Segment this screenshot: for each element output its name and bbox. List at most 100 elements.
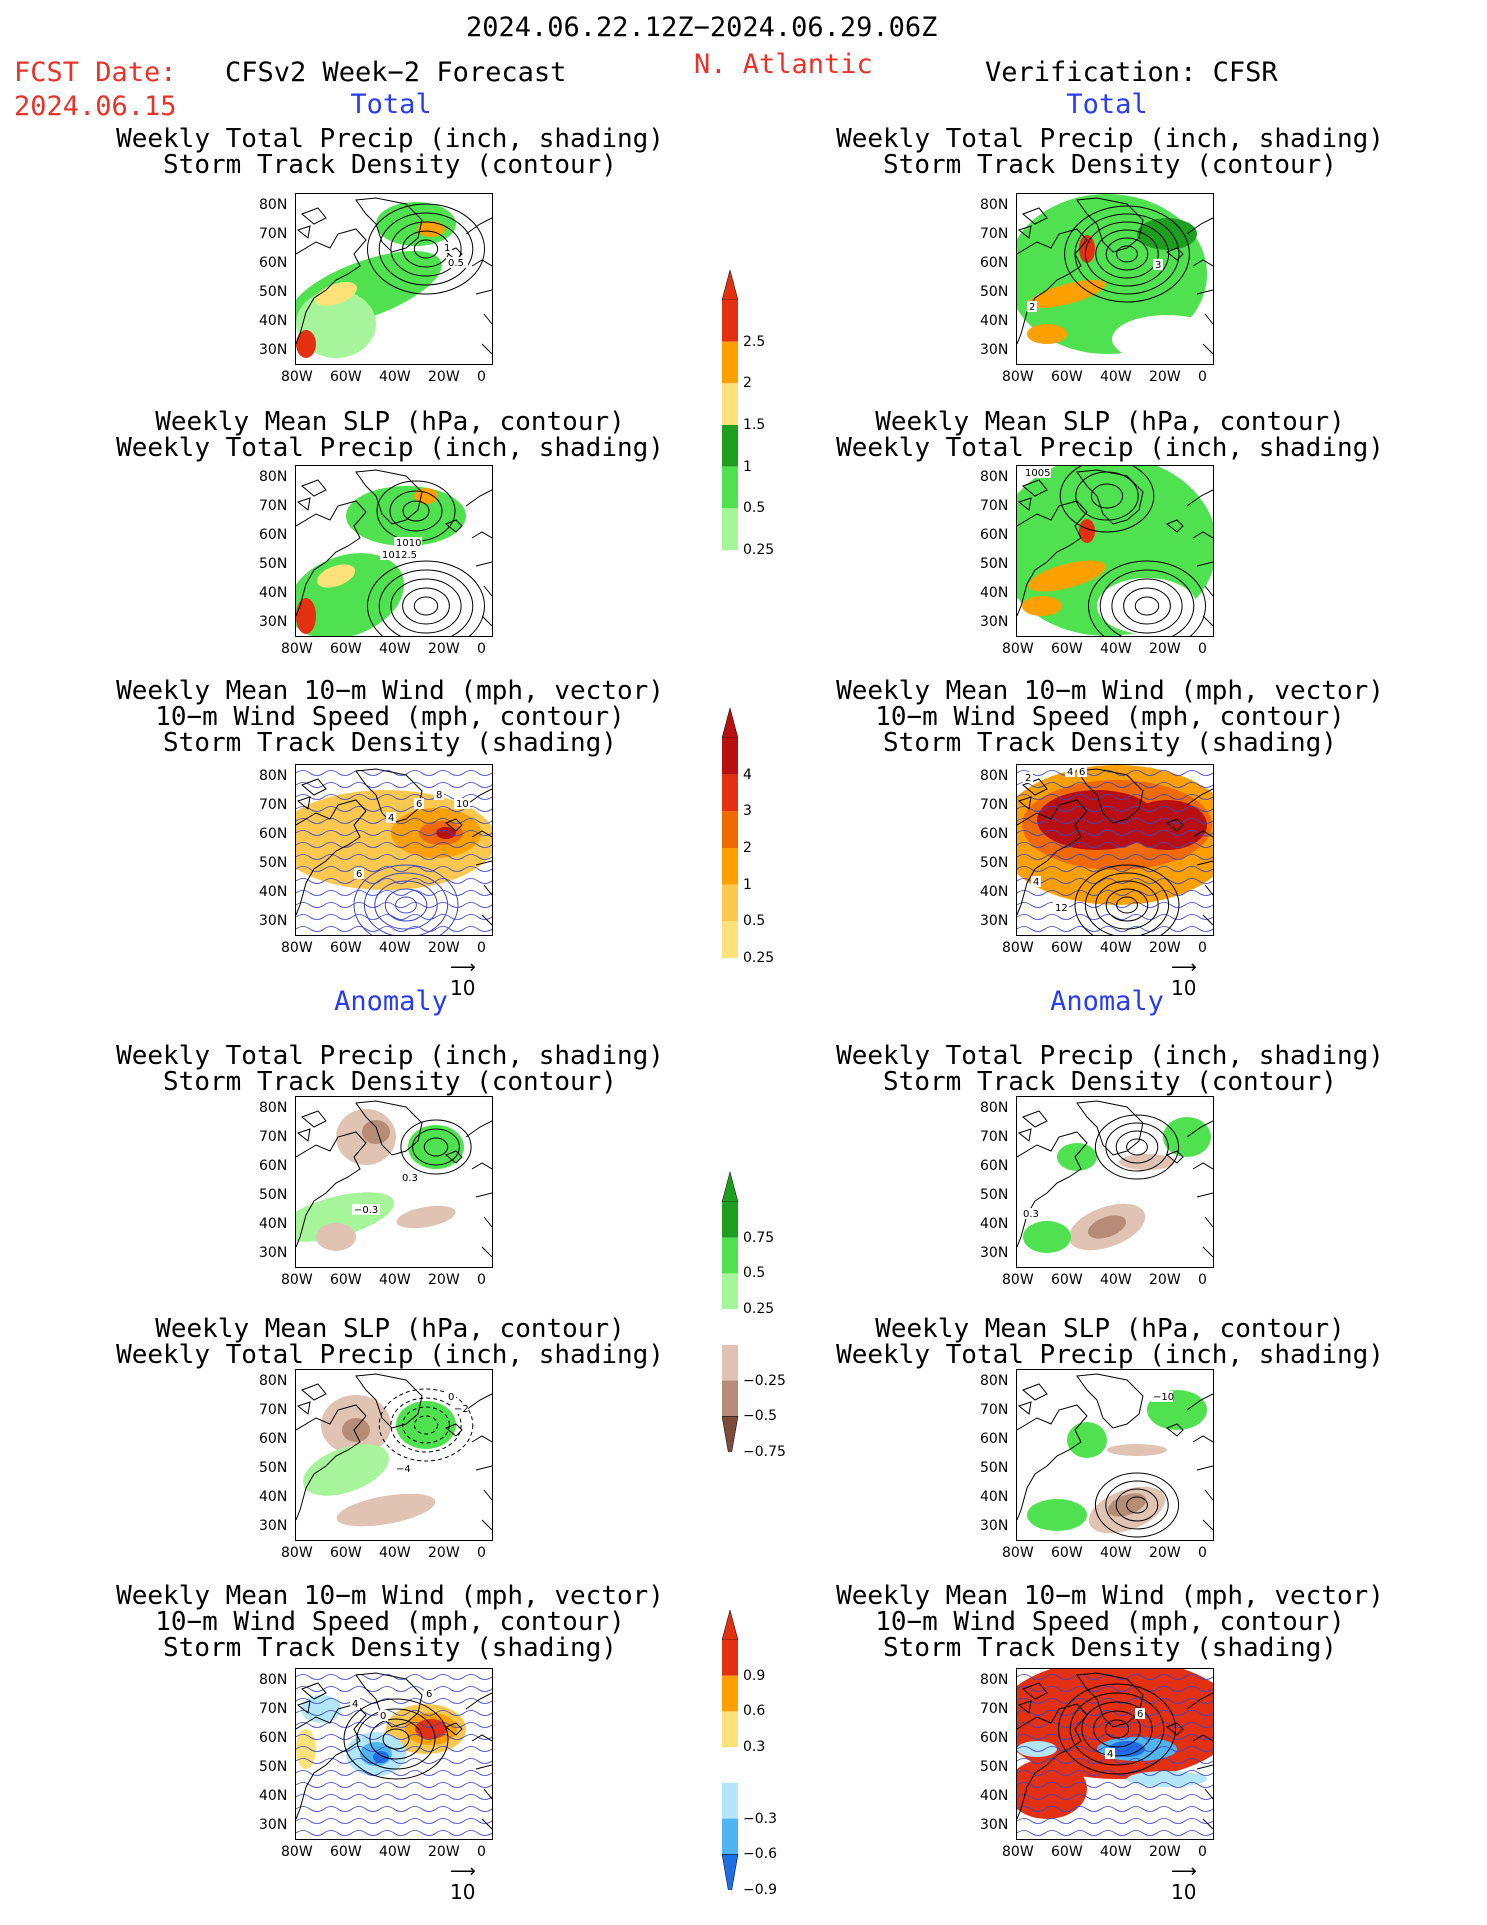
forecast-lon-tick: 60W	[330, 940, 362, 956]
fcst-date-value: 2024.06.15	[14, 91, 177, 122]
verification-lat-tick: 30N	[980, 342, 1009, 358]
contour-label-bg	[400, 1172, 422, 1183]
contour-label-bg	[454, 798, 470, 809]
verification-lon-tick: 20W	[1149, 940, 1181, 956]
colorbar-anom-precip-label: 0.75	[743, 1229, 775, 1246]
verification-total-label: Total	[1066, 89, 1148, 120]
verification-vector-reference: ⟶ 10	[1171, 957, 1197, 1001]
forecast-map-f-anom-wind: 4 0 6	[295, 1668, 493, 1840]
verification-panel-3-title-line-2: 10−m Wind Speed (mph, contour)	[875, 702, 1345, 732]
forecast-lon-tick: 60W	[330, 1272, 362, 1288]
verification-map-v-anom-precip: 0.3	[1016, 1096, 1214, 1268]
verification-lat-tick: 70N	[980, 1701, 1009, 1717]
verification-lat-tick: 50N	[980, 1759, 1009, 1775]
contour-label: 0	[448, 1392, 454, 1403]
contour-label-bg	[394, 537, 422, 548]
forecast-vector-reference: ⟶ 10	[450, 1863, 476, 1905]
forecast-lat-tick: 60N	[259, 1158, 288, 1174]
verification-anomaly-label: Anomaly	[1050, 986, 1164, 1017]
verification-lon-tick: 20W	[1149, 1545, 1181, 1561]
forecast-lat-tick: 60N	[259, 826, 288, 842]
verification-lon-tick: 40W	[1100, 1545, 1132, 1561]
forecast-lat-tick: 50N	[259, 556, 288, 572]
contour-label: 3	[1155, 260, 1161, 271]
contour-label-bg	[380, 549, 420, 560]
colorbar-anom-precip	[722, 1172, 802, 1452]
forecast-lon-tick: 40W	[379, 641, 411, 657]
forecast-lon-tick: 60W	[330, 1844, 362, 1860]
contour-label-bg	[424, 1688, 434, 1699]
verification-panel-4-title-line-1: Weekly Total Precip (inch, shading)	[836, 1041, 1384, 1071]
forecast-lon-tick: 0	[477, 1272, 486, 1288]
contour-label-bg	[1153, 259, 1163, 270]
verification-lat-tick: 70N	[980, 1402, 1009, 1418]
verification-lon-tick: 0	[1198, 1844, 1207, 1860]
verification-panel-6-title-line-2: 10−m Wind Speed (mph, contour)	[875, 1607, 1345, 1637]
verification-lat-tick: 50N	[980, 1460, 1009, 1476]
forecast-lat-tick: 70N	[259, 1129, 288, 1145]
verification-lat-tick: 30N	[980, 1817, 1009, 1833]
forecast-lat-tick: 40N	[259, 1788, 288, 1804]
verification-lat-tick: 40N	[980, 1489, 1009, 1505]
arrow-right-icon: ⟶	[1171, 957, 1197, 978]
contour-label-bg	[1105, 1748, 1115, 1759]
colorbar-anom-precip-label: 0.25	[743, 1301, 775, 1318]
forecast-lon-tick: 20W	[428, 1272, 460, 1288]
forecast-lon-tick: 40W	[379, 940, 411, 956]
colorbar-total-precip-label: 1.5	[743, 417, 766, 433]
verification-panel-6-title-line-1: Weekly Mean 10−m Wind (mph, vector)	[836, 1581, 1384, 1611]
colorbar-anom-storm-density-label: 0.6	[743, 1703, 766, 1720]
forecast-lat-tick: 80N	[259, 197, 288, 213]
verification-lon-tick: 40W	[1100, 1272, 1132, 1288]
forecast-lon-tick: 40W	[379, 369, 411, 385]
verification-lon-tick: 60W	[1051, 1844, 1083, 1860]
forecast-lon-tick: 20W	[428, 940, 460, 956]
verification-lon-tick: 60W	[1051, 1545, 1083, 1561]
verification-lon-tick: 40W	[1100, 1844, 1132, 1860]
colorbar-anom-storm-density-label: 0.9	[743, 1667, 766, 1684]
verification-lon-tick: 0	[1198, 940, 1207, 956]
date-range-title: 2024.06.22.12Z−2024.06.29.06Z	[466, 12, 938, 43]
contour-label-bg	[446, 257, 468, 268]
contour-label: 1012.5	[382, 550, 417, 561]
contour-label-bg	[394, 1463, 410, 1474]
contour-label-bg	[1027, 301, 1037, 312]
verification-lat-tick: 50N	[980, 855, 1009, 871]
verification-panel-3-title-line-3: Storm Track Density (shading)	[883, 728, 1337, 758]
forecast-lat-tick: 70N	[259, 226, 288, 242]
forecast-lat-tick: 80N	[259, 1672, 288, 1688]
forecast-panel-5-title-line-2: Weekly Total Precip (inch, shading)	[116, 1340, 664, 1370]
forecast-lat-tick: 30N	[259, 342, 288, 358]
forecast-map-f-anom-slp: 0 −2 −4	[295, 1369, 493, 1541]
colorbar-anom-storm-density-label: 0.3	[743, 1739, 766, 1756]
forecast-panel-3-title-line-2: 10−m Wind Speed (mph, contour)	[155, 702, 625, 732]
forecast-lat-tick: 70N	[259, 1402, 288, 1418]
contour-label-bg	[386, 812, 396, 823]
forecast-lat-tick: 30N	[259, 913, 288, 929]
contour-label-bg	[446, 1391, 456, 1402]
contour-label: 12	[1055, 903, 1068, 914]
verification-lat-tick: 70N	[980, 1129, 1009, 1145]
verification-lat-tick: 50N	[980, 1187, 1009, 1203]
colorbar-total-storm-density	[722, 708, 802, 958]
colorbar-anom-precip-label: 0.5	[743, 1265, 766, 1282]
forecast-lat-tick: 80N	[259, 469, 288, 485]
forecast-lat-tick: 60N	[259, 1431, 288, 1447]
forecast-anomaly-label: Anomaly	[334, 986, 448, 1017]
colorbar-anom-storm-density	[722, 1610, 802, 1890]
forecast-lat-tick: 60N	[259, 255, 288, 271]
colorbar-anom-precip-label: −0.5	[743, 1408, 777, 1425]
forecast-lat-tick: 40N	[259, 884, 288, 900]
colorbar-total-storm-density-label: 0.25	[743, 950, 775, 966]
verification-lat-tick: 30N	[980, 1518, 1009, 1534]
forecast-panel-1-title-line-2: Storm Track Density (contour)	[163, 150, 617, 180]
forecast-lat-tick: 30N	[259, 614, 288, 630]
verification-lon-tick: 80W	[1002, 641, 1034, 657]
forecast-panel-6-title-line-3: Storm Track Density (shading)	[163, 1633, 617, 1663]
contour-label: −0.3	[354, 1205, 378, 1216]
forecast-lon-tick: 20W	[428, 1545, 460, 1561]
contour-label-bg	[1065, 766, 1075, 777]
contour-label-bg	[1021, 1208, 1043, 1219]
verification-lat-tick: 70N	[980, 498, 1009, 514]
